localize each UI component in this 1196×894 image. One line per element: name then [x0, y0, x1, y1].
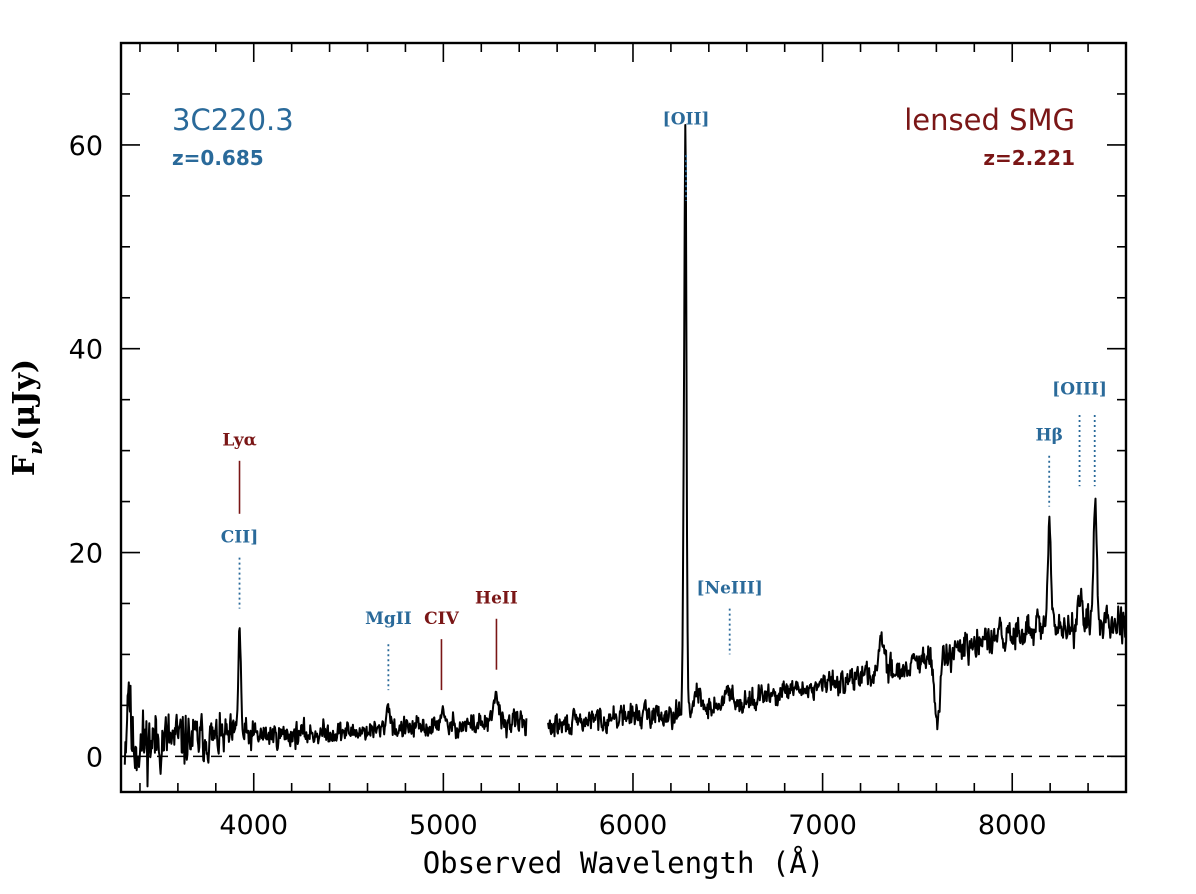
x-tick-label: 7000 [788, 810, 857, 841]
emission-line-label: [OIII] [1052, 380, 1107, 400]
foreground-object-redshift: z=0.685 [172, 146, 264, 170]
y-tick-label: 60 [69, 131, 103, 162]
foreground-object-name: 3C220.3 [172, 103, 294, 137]
plot-frame [119, 41, 1128, 794]
y-tick-label: 40 [69, 335, 103, 366]
y-axis-label-main: F [7, 455, 42, 476]
y-tick-label: 20 [69, 539, 103, 570]
emission-line-label: Hβ [1036, 425, 1063, 445]
emission-line-labels: [OII] Lyα CII] MgII CIV HeII [NeIII] Hβ [OIII] [221, 110, 1107, 629]
x-tick-label: 5000 [409, 810, 478, 841]
x-axis-label: Observed Wavelength (Å) [423, 846, 825, 880]
emission-line-label: MgII [365, 609, 412, 629]
emission-line-label: [OII] [663, 110, 710, 130]
spectrum-trace-blue-arm [123, 627, 528, 788]
spectrum-trace-red-arm [546, 124, 1127, 738]
y-axis-label-sub: ν [23, 441, 47, 455]
emission-line-label: [NeIII] [697, 578, 763, 598]
background-object-redshift: z=2.221 [983, 146, 1075, 170]
x-tick-label: 6000 [599, 810, 668, 841]
spectrum-series [123, 124, 1127, 788]
tick-labels: 4000 5000 6000 7000 8000 0 20 40 60 [69, 131, 1047, 841]
emission-line-markers [238, 155, 1096, 691]
emission-line-label: CII] [221, 527, 258, 547]
emission-line-label: CIV [424, 609, 459, 629]
emission-line-label: HeII [475, 588, 518, 608]
y-axis-label-units: (μJy) [7, 359, 42, 441]
background-object-name: lensed SMG [904, 103, 1075, 137]
x-tick-label: 8000 [978, 810, 1047, 841]
y-axis-label: Fν(μJy) [7, 359, 47, 476]
x-tick-label: 4000 [219, 810, 288, 841]
y-tick-label: 0 [86, 742, 103, 773]
emission-line-label: Lyα [222, 431, 256, 451]
